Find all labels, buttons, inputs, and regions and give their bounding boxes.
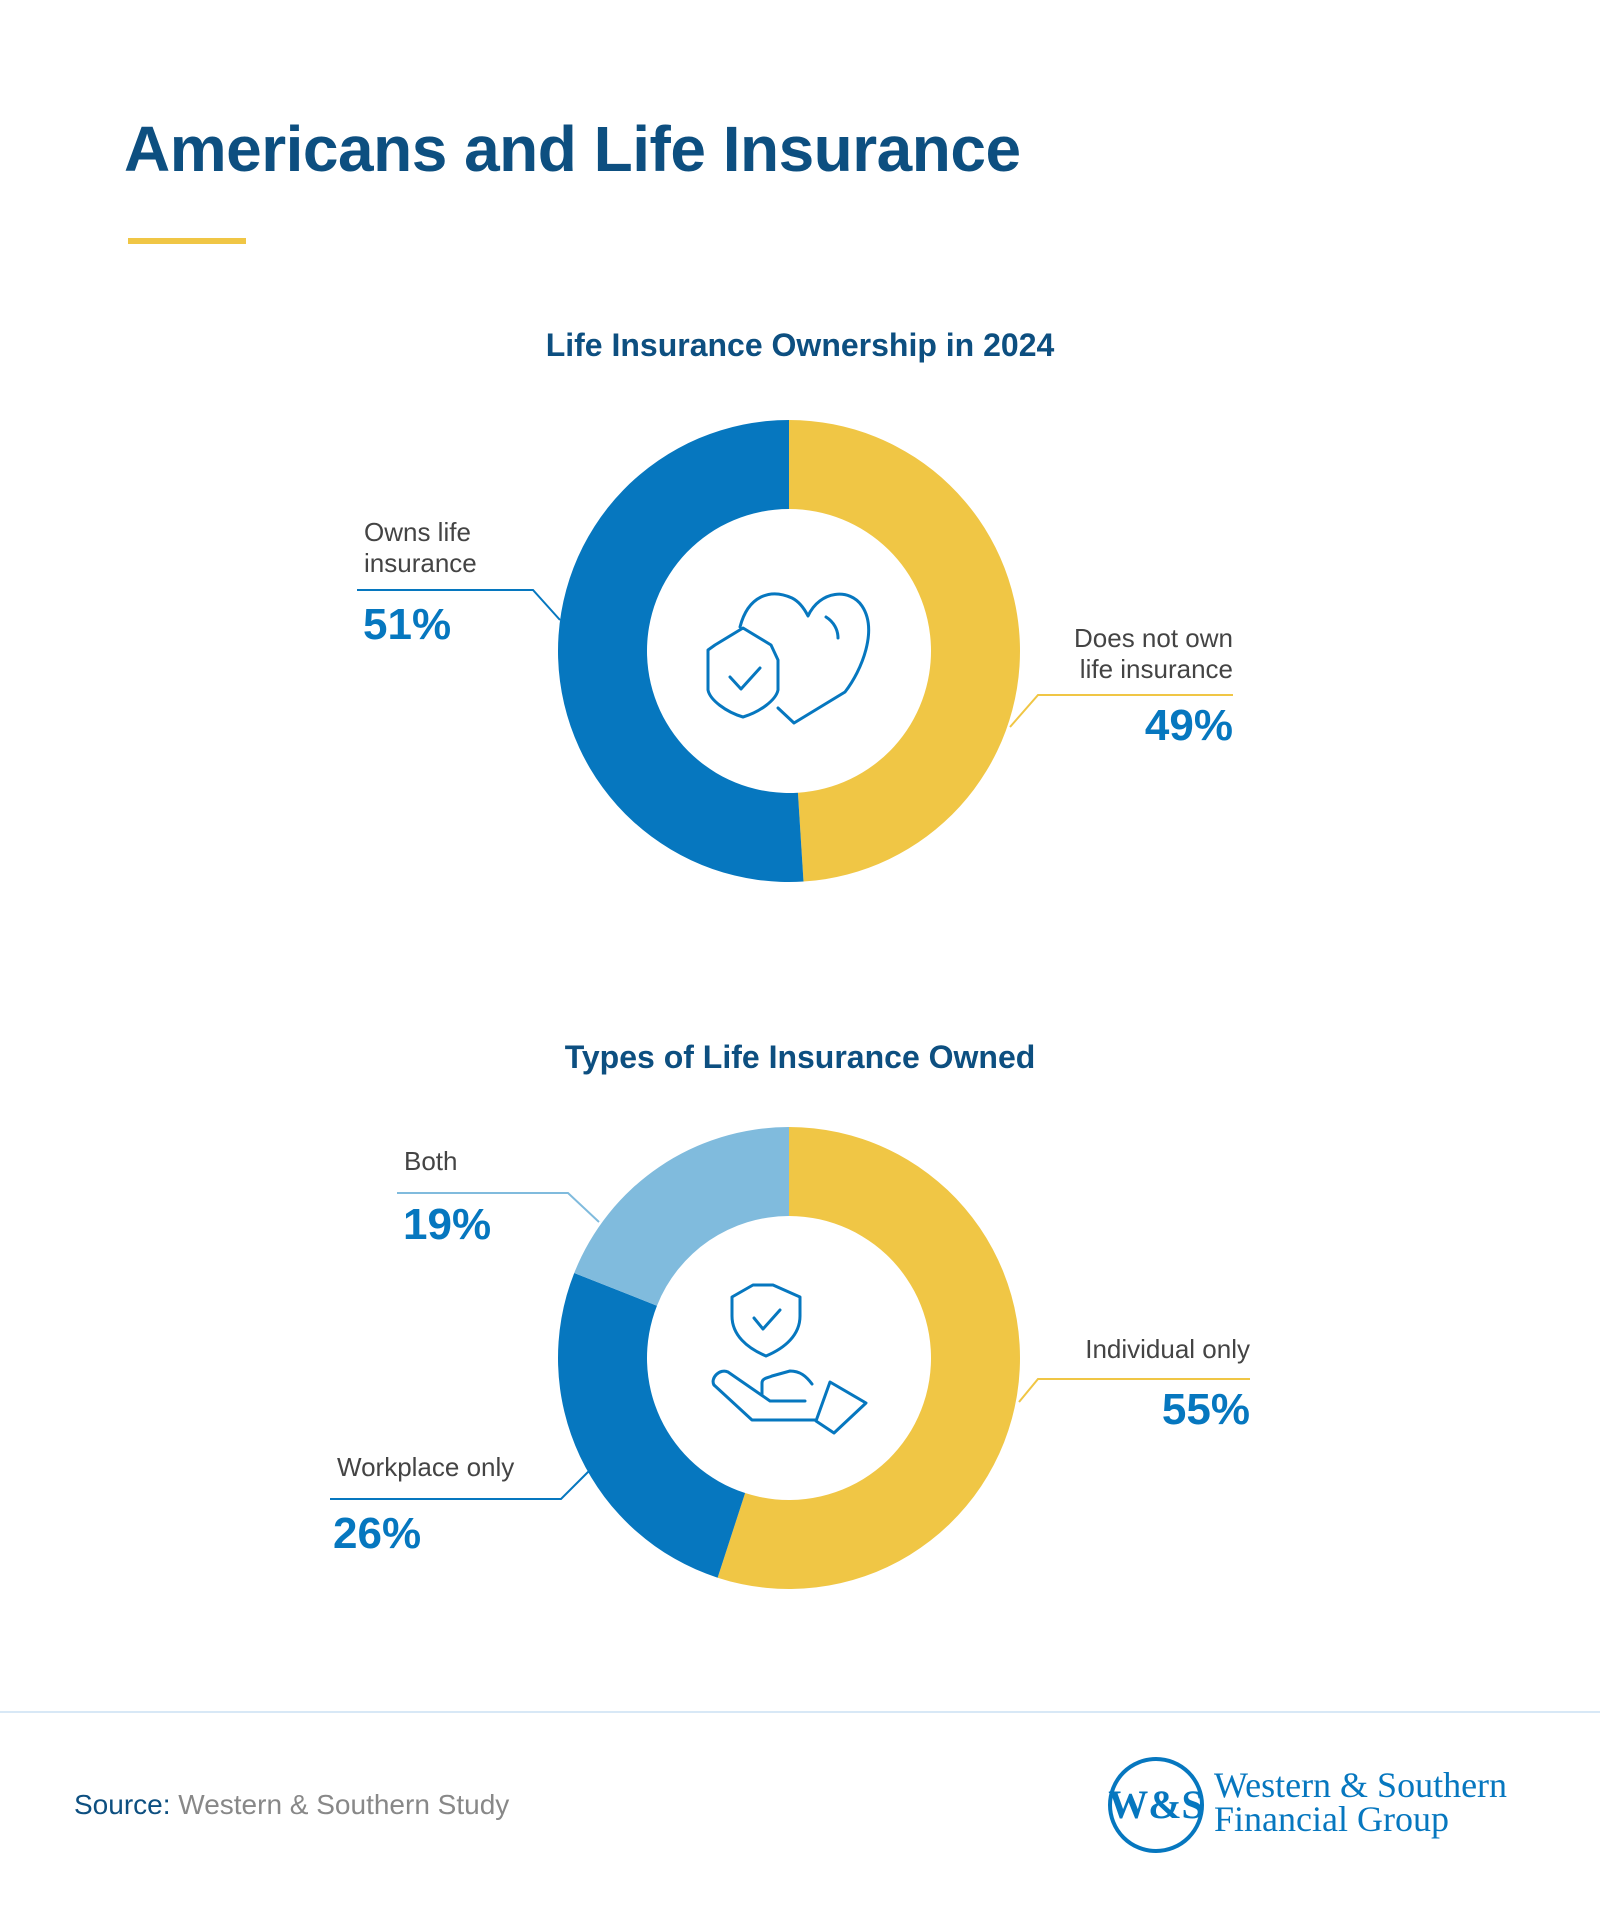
label-workplace: Workplace only <box>337 1452 515 1482</box>
hand-shield-icon <box>711 1283 868 1435</box>
label-owns: Owns life insurance <box>364 517 477 579</box>
label-both: Both <box>404 1146 458 1176</box>
source-note: Source: Western & Southern Study <box>74 1789 509 1821</box>
label-individual: Individual only <box>1085 1334 1250 1364</box>
western-southern-logo-mark: W&S <box>1108 1757 1204 1853</box>
label-not-own: Does not own life insurance <box>1074 623 1233 685</box>
source-value: Western & Southern Study <box>178 1789 510 1820</box>
page-title: Americans and Life Insurance <box>124 113 1021 185</box>
leader-line-workplace <box>330 1470 590 1500</box>
label-owns-line1: Owns life <box>364 517 471 547</box>
donut-slice-individual-only <box>717 1127 1020 1589</box>
donut-slice-workplace-only <box>558 1272 746 1578</box>
company-logo-text: Western & Southern Financial Group <box>1214 1765 1508 1839</box>
value-not-own: 49% <box>1144 701 1233 750</box>
value-owns: 51% <box>363 600 452 649</box>
donut-slice-both <box>574 1127 789 1306</box>
logo-mark-text: W&S <box>1108 1782 1204 1827</box>
logo-line2: Financial Group <box>1214 1799 1449 1839</box>
value-workplace: 26% <box>333 1509 422 1558</box>
donut-slice-does-not-own-life-insurance <box>789 420 1020 882</box>
source-key: Source: <box>74 1789 171 1820</box>
chart2-title: Types of Life Insurance Owned <box>564 1039 1036 1075</box>
leader-line-not-own <box>1009 694 1233 728</box>
donut-slice-owns-life-insurance <box>557 420 804 882</box>
label-not-own-line2: life insurance <box>1079 654 1233 684</box>
footer-divider <box>0 1711 1600 1713</box>
shield-heart-icon <box>706 592 871 725</box>
leader-line-owns <box>357 589 561 621</box>
leader-line-individual <box>1018 1378 1250 1403</box>
value-individual: 55% <box>1161 1385 1250 1434</box>
title-accent-bar <box>128 238 246 244</box>
label-owns-line2: insurance <box>364 548 477 578</box>
donut-chart-types <box>558 1127 1020 1589</box>
logo-line1: Western & Southern <box>1214 1765 1508 1805</box>
chart1-title: Life Insurance Ownership in 2024 <box>545 327 1055 363</box>
value-both: 19% <box>403 1200 492 1249</box>
label-not-own-line1: Does not own <box>1074 623 1233 653</box>
leader-line-both <box>397 1192 600 1223</box>
donut-chart-ownership <box>557 420 1020 882</box>
